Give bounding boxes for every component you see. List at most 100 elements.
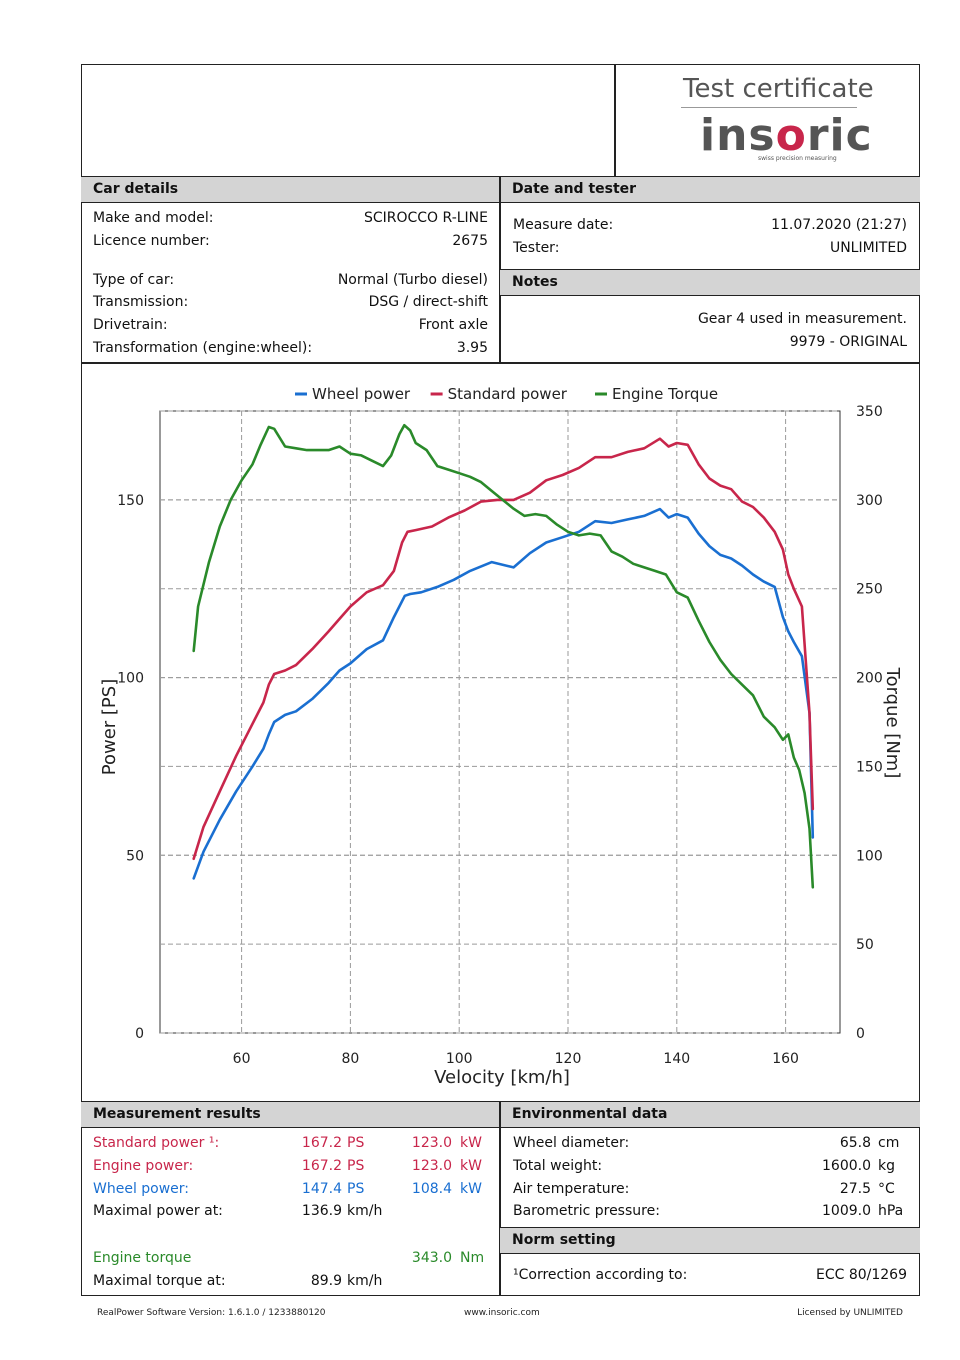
max-power-at-unit: km/h [347,1203,383,1219]
y2-tick-label: 50 [856,937,874,953]
tester-label: Tester: [513,240,560,256]
details-divider [499,176,501,364]
standard-power-label: Standard power ¹: [93,1135,220,1151]
engine-power-ps: 167.2 [301,1158,342,1174]
measurement-results-header: Measurement results [81,1101,501,1128]
y2-tick-label: 250 [856,582,883,598]
wheel-power-legend-label: Wheel power [312,385,411,403]
notes-line-1: Gear 4 used in measurement. [697,311,907,327]
y2-tick-label: 150 [856,759,883,775]
y2-tick-label: 350 [856,404,883,420]
tester-value: UNLIMITED [829,240,907,256]
engine-torque-value: 343.0 [411,1250,452,1266]
y-tick-label: 0 [135,1026,144,1042]
make-model-value: SCIROCCO R-LINE [363,210,488,226]
y-tick-label: 100 [117,671,144,687]
standard-power-ps: 167.2 [301,1135,342,1151]
x-tick-label: 120 [555,1051,582,1067]
wheel-power-ps-unit: PS [347,1181,365,1197]
drivetrain-value: Front axle [418,317,488,333]
chart-ticks: 60 80 100 120 140 160 0 50 100 150 0 50 100 150 200 250… [117,404,882,1067]
standard-power-kw: 123.0 [411,1135,452,1151]
y-axis-label: Power [PS] [99,679,120,775]
plot-area [159,410,841,1034]
logo-divider [614,65,616,177]
engine-torque-line [192,423,815,889]
chart-series [192,423,815,889]
engine-power-ps-unit: PS [347,1158,365,1174]
max-torque-at-unit: km/h [347,1273,383,1289]
max-torque-at-label: Maximal torque at: [93,1273,226,1289]
y2-tick-label: 200 [856,671,883,687]
norm-setting-header: Norm setting [500,1227,920,1254]
license-info: Licensed by UNLIMITED [797,1308,903,1318]
wheel-power-kw: 108.4 [411,1181,452,1197]
chart-top-rule [81,362,920,364]
air-temperature-unit: °C [878,1181,895,1197]
y2-tick-label: 100 [856,848,883,864]
results-divider [499,1101,501,1296]
y-tick-label: 150 [117,493,144,509]
chart-legend: Wheel power Standard power Engine Torque [295,385,718,403]
total-weight-label: Total weight: [513,1158,603,1174]
air-temperature-value: 27.5 [839,1181,871,1197]
engine-torque-unit: Nm [460,1250,485,1266]
engine-torque-label: Engine torque [93,1250,192,1266]
engine-torque-legend-label: Engine Torque [612,385,718,403]
insoric-logo: insoric [700,110,873,161]
barometric-pressure-label: Barometric pressure: [513,1203,660,1219]
y2-axis-label: Torque [Nm] [882,667,903,779]
standard-power-legend-label: Standard power [448,385,568,403]
total-weight-unit: kg [878,1158,895,1174]
total-weight-value: 1600.0 [822,1158,871,1174]
wheel-diameter-label: Wheel diameter: [513,1135,630,1151]
date-tester-header: Date and tester [500,176,920,203]
standard-power-ps-unit: PS [347,1135,365,1151]
air-temperature-label: Air temperature: [513,1181,630,1197]
drivetrain-label: Drivetrain: [93,317,168,333]
notes-header: Notes [500,269,920,296]
y2-tick-label: 0 [856,1026,865,1042]
y-tick-label: 50 [126,848,144,864]
car-type-value: Normal (Turbo diesel) [337,272,488,288]
transformation-value: 3.95 [456,340,488,356]
measure-date-value: 11.07.2020 (21:27) [771,217,907,233]
correction-label: ¹Correction according to: [513,1267,688,1283]
max-power-at-value: 136.9 [301,1203,342,1219]
wheel-diameter-unit: cm [878,1135,900,1151]
transmission-label: Transmission: [93,294,189,310]
wheel-power-kw-unit: kW [460,1181,482,1197]
logo-tagline: swiss precision measuring [758,155,837,162]
notes-line-2: 9979 - ORIGINAL [789,334,907,350]
engine-power-kw: 123.0 [411,1158,452,1174]
car-type-label: Type of car: [93,272,175,288]
correction-value: ECC 80/1269 [815,1267,907,1283]
website-link[interactable]: www.insoric.com [464,1308,540,1318]
x-tick-label: 140 [663,1051,690,1067]
chart-grid [160,410,840,1034]
car-details-header: Car details [81,176,501,203]
x-tick-label: 80 [341,1051,359,1067]
y2-tick-label: 300 [856,493,883,509]
wheel-diameter-value: 65.8 [839,1135,871,1151]
certificate-frame [81,64,920,1296]
x-tick-label: 60 [233,1051,251,1067]
licence-label: Licence number: [93,233,210,249]
licence-value: 2675 [452,233,488,249]
wheel-power-line [192,507,815,880]
engine-power-kw-unit: kW [460,1158,482,1174]
logo-rule [681,107,857,108]
make-model-label: Make and model: [93,210,214,226]
measure-date-label: Measure date: [513,217,614,233]
standard-power-kw-unit: kW [460,1135,482,1151]
transmission-value: DSG / direct-shift [368,294,488,310]
max-power-at-label: Maximal power at: [93,1203,223,1219]
barometric-pressure-unit: hPa [878,1203,904,1219]
x-axis-label: Velocity [km/h] [434,1067,570,1088]
transformation-label: Transformation (engine:wheel): [93,340,313,356]
engine-power-label: Engine power: [93,1158,194,1174]
environmental-header: Environmental data [500,1101,920,1128]
software-version: RealPower Software Version: 1.6.1.0 / 12… [97,1308,326,1318]
power-torque-chart: Wheel power Standard power Engine Torque 6… [99,385,903,1088]
certificate-title: Test certificate [683,74,874,104]
